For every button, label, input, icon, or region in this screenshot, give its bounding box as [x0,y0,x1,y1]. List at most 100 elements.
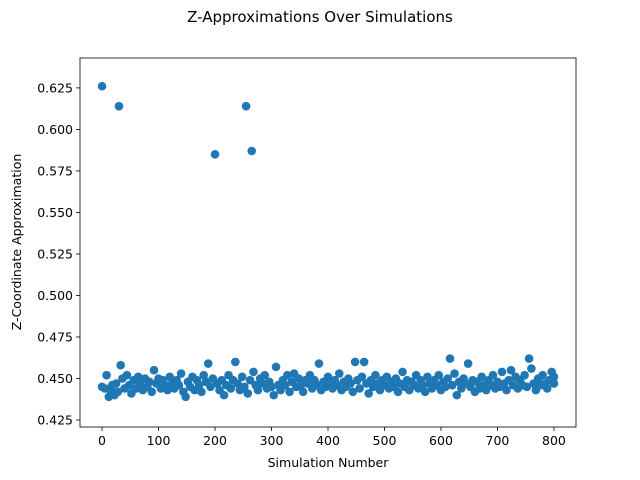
data-point [111,379,121,388]
x-axis-label: Simulation Number [268,455,390,470]
data-point [520,370,529,380]
data-point [199,370,209,380]
data-point [114,101,124,111]
y-tick-label: 0.475 [37,329,73,344]
x-tick-label: 200 [203,433,227,448]
data-point [133,372,143,382]
x-tick-label: 300 [260,433,284,448]
data-point [298,387,308,397]
data-point [233,379,242,388]
data-point [502,385,511,395]
data-point [176,369,186,378]
y-tick-label: 0.450 [37,371,73,386]
x-tick-label: 400 [316,433,340,448]
data-point [249,367,258,377]
data-point [323,372,333,382]
data-point [231,357,240,367]
data-point [116,360,125,370]
data-point [194,380,204,390]
data-point [445,354,455,363]
data-point [452,390,462,400]
data-point [206,382,215,392]
data-points [97,81,559,402]
data-point [197,387,206,397]
data-point [294,374,303,383]
data-point [423,372,432,382]
data-point [463,359,473,368]
y-axis-ticks: 0.425 0.450 0.475 0.500 0.525 0.550 0.575 0.600… [37,80,80,428]
y-tick-label: 0.625 [37,80,73,95]
data-point [147,387,157,397]
data-point [181,392,190,402]
y-tick-label: 0.525 [37,246,73,261]
data-point [434,370,444,380]
data-point [174,380,184,390]
data-point [497,367,507,377]
data-point [549,372,559,382]
x-tick-label: 0 [98,433,106,448]
data-point [443,374,453,383]
data-point [538,370,547,380]
data-point [450,369,459,378]
data-point [219,390,229,400]
data-point [355,384,364,393]
data-point [243,389,253,398]
data-point [393,387,403,397]
data-point [364,389,373,398]
y-tick-label: 0.550 [37,205,73,220]
data-point [488,370,498,380]
data-point [226,384,236,393]
x-tick-label: 500 [373,433,397,448]
data-point [524,354,534,363]
data-point [271,362,281,372]
data-point [522,382,532,392]
plot-area [80,58,576,427]
data-point [506,365,516,375]
data-point [240,382,249,392]
data-point [420,387,430,397]
data-point [441,382,450,392]
data-point [418,380,428,390]
data-point [527,364,536,373]
data-point [549,379,559,388]
plot-frame [79,57,577,428]
data-point [145,377,154,387]
data-point [346,379,355,388]
x-tick-label: 700 [486,433,510,448]
data-point [542,384,552,393]
data-point [398,367,407,377]
data-point [447,380,457,390]
data-point [210,150,220,159]
data-point [314,359,324,368]
data-point [267,382,276,392]
data-point [348,387,358,397]
y-tick-label: 0.575 [37,163,73,178]
x-axis-ticks: 0 100 200 300 400 500 600 700 800 [98,427,566,448]
data-point [477,372,486,382]
data-point [165,372,175,382]
data-point [371,370,380,380]
x-tick-label: 600 [429,433,453,448]
data-point [357,372,367,382]
x-tick-label: 100 [147,433,171,448]
data-point [102,370,111,380]
data-point [260,370,270,380]
data-point [283,370,292,380]
data-point [247,146,257,156]
data-point [113,387,123,397]
x-tick-label: 800 [542,433,566,448]
data-point [335,369,344,378]
data-point [350,357,360,367]
data-point [253,385,263,395]
data-point [359,357,369,367]
data-point [280,380,290,390]
y-tick-label: 0.600 [37,122,73,137]
y-tick-label: 0.425 [37,413,73,428]
data-point [97,81,107,91]
y-tick-label: 0.500 [37,288,73,303]
y-axis-label: Z-Coordinate Approximation [9,154,24,331]
data-point [241,101,251,111]
data-point [245,375,255,385]
data-point [122,370,132,380]
